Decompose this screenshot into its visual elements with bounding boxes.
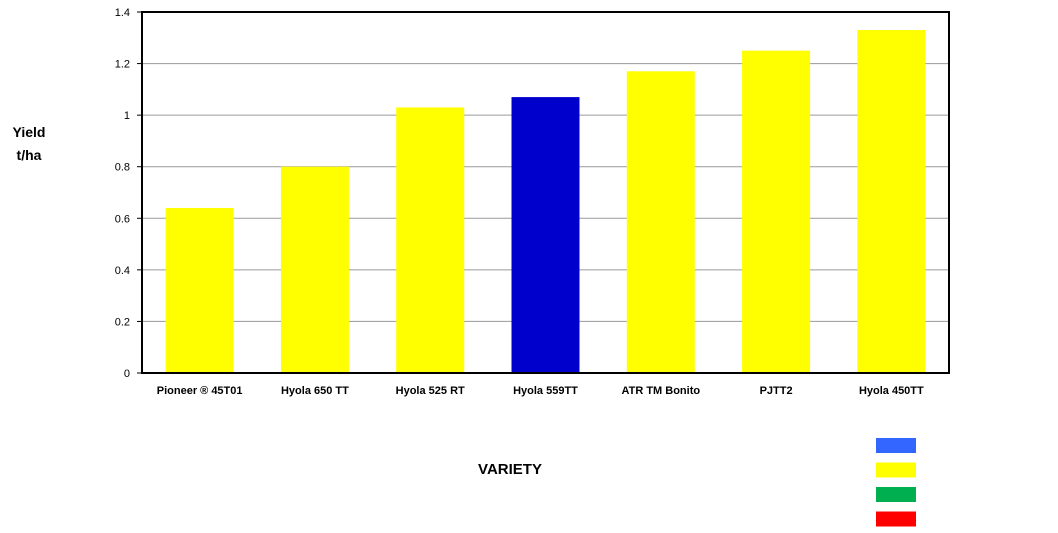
bar-6 xyxy=(742,50,811,374)
legend-label: Control Variety xyxy=(919,443,969,450)
x-axis-title: VARIETY xyxy=(478,461,542,478)
x-category-label: Hyola 559TT xyxy=(513,385,578,397)
bar-4 xyxy=(511,97,580,373)
y-axis-title-line2: t/ha xyxy=(17,147,42,163)
bar-5 xyxy=(626,71,695,374)
x-category-label: Pioneer ® 45T01 xyxy=(157,385,243,397)
legend-label: Not different to control xyxy=(919,468,995,475)
x-category-label: PJTT2 xyxy=(760,385,793,397)
bar-3 xyxy=(396,107,465,374)
legend-label: Significantly greater than control xyxy=(919,492,1029,499)
x-category-label: Hyola 450TT xyxy=(859,385,924,397)
legend-swatch xyxy=(876,487,916,502)
y-tick-label: 0.2 xyxy=(115,316,130,328)
y-tick-label: 0.4 xyxy=(115,265,130,277)
y-tick-label: 1.2 xyxy=(115,59,130,71)
y-axis-ticks: 0 0.2 0.4 0.6 0.8 1 1.2 1.4 xyxy=(115,7,142,380)
y-tick-label: 1 xyxy=(124,110,130,122)
plot-area-frame xyxy=(141,11,950,374)
x-category-label: Hyola 525 RT xyxy=(396,385,465,397)
legend-swatch xyxy=(876,462,916,478)
legend: Control Variety Not different to control S… xyxy=(876,438,1029,527)
y-axis-title-line1: Yield xyxy=(13,124,46,140)
x-axis-categories: Pioneer ® 45T01 Hyola 650 TT Hyola 525 RT H… xyxy=(157,385,924,397)
x-category-label: Hyola 650 TT xyxy=(281,385,349,397)
bar-7 xyxy=(857,30,926,374)
x-category-label: ATR TM Bonito xyxy=(621,385,700,397)
y-tick-label: 1.4 xyxy=(115,7,130,19)
y-tick-label: 0 xyxy=(124,368,130,380)
bars xyxy=(165,30,926,374)
legend-swatch xyxy=(876,511,916,527)
y-tick-label: 0.6 xyxy=(115,213,130,225)
bar-2 xyxy=(280,166,349,373)
y-tick-label: 0.8 xyxy=(115,162,130,174)
bar-1 xyxy=(165,207,234,373)
legend-label: Significantly less than control xyxy=(919,517,1019,524)
legend-swatch xyxy=(876,438,916,453)
